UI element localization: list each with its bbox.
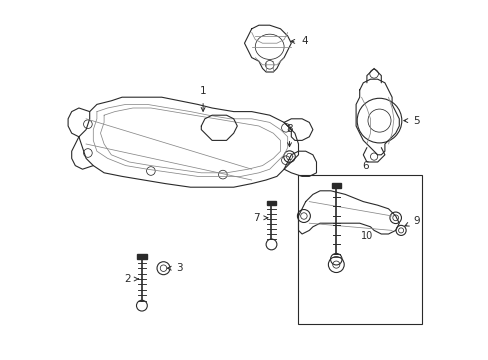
Circle shape [83, 120, 92, 129]
Text: 4: 4 [301, 36, 307, 46]
Text: 10: 10 [360, 231, 372, 241]
Circle shape [332, 261, 339, 268]
Text: 6: 6 [361, 161, 367, 171]
Bar [297, 175, 421, 324]
Text: 5: 5 [412, 116, 419, 126]
Text: 8: 8 [285, 124, 292, 134]
Circle shape [300, 213, 306, 219]
Bar [331, 183, 340, 188]
Text: 3: 3 [176, 263, 183, 273]
Circle shape [392, 215, 398, 221]
Circle shape [160, 265, 166, 271]
Circle shape [146, 167, 155, 175]
Circle shape [83, 149, 92, 157]
Circle shape [281, 123, 289, 132]
Circle shape [218, 170, 227, 179]
Text: 7: 7 [252, 213, 259, 223]
Text: 2: 2 [124, 274, 130, 284]
Text: 1: 1 [200, 86, 206, 96]
Circle shape [281, 156, 289, 165]
Bar [266, 201, 276, 205]
Circle shape [398, 228, 403, 233]
Bar [137, 254, 146, 259]
Text: 9: 9 [412, 216, 419, 226]
